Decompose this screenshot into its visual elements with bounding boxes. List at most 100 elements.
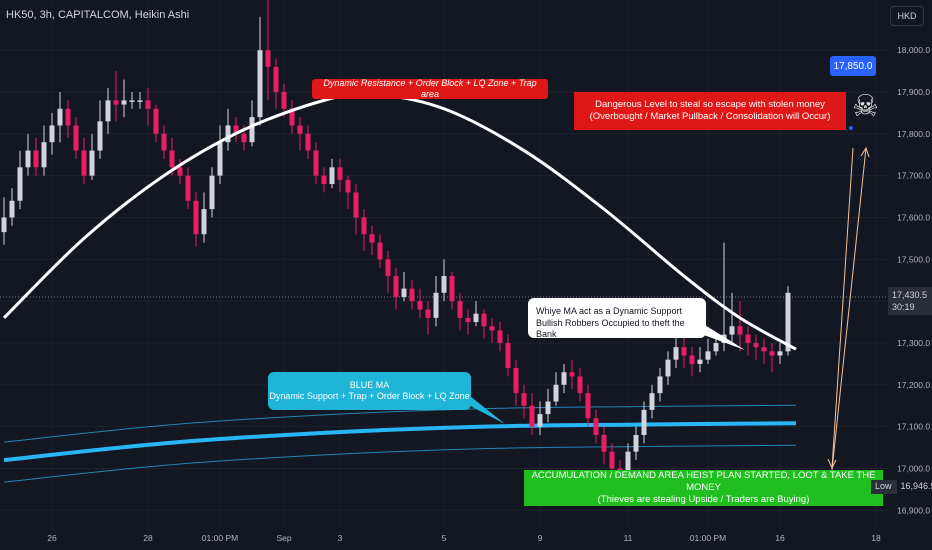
candle-body	[345, 179, 351, 193]
candle-body	[265, 50, 271, 67]
danger-text-1: Dangerous Level to steal so escape with …	[595, 99, 825, 111]
white-ma-callout: Whiye MA act as a Dynamic Support Bullis…	[528, 298, 706, 340]
candle-body	[649, 393, 655, 410]
skull-crossbones-icon: ☠	[852, 90, 879, 123]
candle-body	[697, 359, 703, 364]
candle-body	[233, 125, 239, 134]
current-price-value: 17,430.5	[892, 290, 928, 300]
candle-body	[329, 167, 335, 185]
blue-ma-upper-band	[3, 404, 797, 443]
y-tick-label: 17,800.0	[897, 129, 930, 139]
y-tick-label: 17,900.0	[897, 87, 930, 97]
candle-body	[601, 434, 607, 452]
candle-body	[489, 326, 495, 331]
accumulation-text-2: (Thieves are stealing Upside / Traders a…	[597, 493, 810, 505]
accumulation-callout: ACCUMULATION / DEMAND AREA HEIST PLAN ST…	[524, 470, 883, 506]
accumulation-text-1: ACCUMULATION / DEMAND AREA HEIST PLAN ST…	[531, 470, 876, 494]
x-tick-label: 26	[47, 533, 57, 543]
candle-body	[17, 167, 23, 201]
candle-body	[297, 125, 303, 134]
down-arrow-head	[827, 458, 837, 470]
up-arrow-head	[860, 146, 870, 158]
candle-body	[553, 384, 559, 402]
candle-body	[753, 342, 759, 348]
candle-body	[513, 368, 519, 394]
candle-body	[361, 217, 367, 235]
white-ma-text-2: Bullish Robbers Occupied to theft the Ba…	[536, 317, 685, 340]
candle-body	[785, 292, 791, 352]
x-tick-label: 01:00 PM	[202, 533, 238, 543]
y-tick-label: 17,500.0	[897, 254, 930, 264]
candle-body	[249, 117, 255, 143]
time-axis: 26 28 01:00 PM Sep 3 5 9 11 01:00 PM 16 18	[47, 533, 881, 543]
candle-body	[161, 133, 167, 151]
candle-body	[217, 142, 223, 176]
y-tick-label: 17,100.0	[897, 422, 930, 432]
candle-body	[321, 175, 327, 185]
candle-body	[657, 376, 663, 394]
candle-body	[289, 108, 295, 126]
y-tick-label: 17,700.0	[897, 171, 930, 181]
candle-body	[353, 192, 359, 218]
candle-body	[41, 142, 47, 168]
up-arrow	[831, 147, 867, 471]
candle-body	[225, 125, 231, 143]
candle-body	[633, 434, 639, 452]
candle-body	[569, 372, 575, 377]
candle-body	[153, 108, 159, 134]
candle-body	[497, 330, 503, 343]
time-axis-panel[interactable]	[0, 527, 888, 550]
candle-body	[377, 242, 383, 260]
y-tick-label: 17,200.0	[897, 380, 930, 390]
candle-body	[121, 100, 127, 105]
candle-body	[33, 150, 39, 168]
candle-body	[257, 50, 263, 118]
x-tick-label: Sep	[276, 533, 291, 543]
candle-body	[425, 309, 431, 318]
x-tick-label: 5	[442, 533, 447, 543]
blue-ma	[3, 404, 797, 483]
target-dot	[849, 126, 853, 130]
candles	[1, 0, 791, 490]
candle-body	[193, 200, 199, 235]
candle-body	[273, 66, 279, 93]
candle-body	[105, 100, 111, 122]
candle-body	[625, 451, 631, 473]
candle-body	[777, 351, 783, 356]
candle-body	[129, 100, 135, 102]
candle-body	[73, 125, 79, 151]
candle-body	[449, 276, 455, 302]
candle-body	[737, 326, 743, 335]
blue-ma-text-1: BLUE MA	[349, 379, 390, 390]
candle-body	[473, 313, 479, 323]
currency-button[interactable]: HKD	[890, 6, 924, 26]
y-tick-label: 17,600.0	[897, 212, 930, 222]
blue-ma-text-2: Dynamic Support + Trap + Order Block + L…	[269, 391, 470, 401]
symbol-title[interactable]: HK50, 3h, CAPITALCOM, Heikin Ashi	[6, 9, 190, 21]
candle-body	[433, 292, 439, 318]
candle-body	[313, 150, 319, 176]
candle-body	[57, 108, 63, 126]
candle-body	[673, 347, 679, 360]
resistance-text: Dynamic Resistance + Order Block + LQ Zo…	[323, 77, 537, 99]
candle-body	[609, 451, 615, 469]
candle-body	[393, 276, 399, 297]
candle-body	[713, 342, 719, 352]
candle-body	[681, 347, 687, 356]
candle-body	[689, 355, 695, 364]
price-axis-panel[interactable]	[888, 0, 932, 550]
low-label: Low	[871, 480, 896, 494]
low-value: 16,946.9	[895, 480, 932, 494]
x-tick-label: 16	[775, 533, 785, 543]
x-tick-label: 18	[871, 533, 881, 543]
candle-body	[441, 276, 447, 293]
candle-body	[97, 121, 103, 151]
target-price-label: 17,850.0	[830, 56, 876, 76]
candle-body	[585, 393, 591, 419]
candle-body	[25, 150, 31, 168]
candle-body	[145, 100, 151, 109]
candle-body	[89, 150, 95, 176]
current-price-tag: 17,430.5 30:19	[888, 287, 932, 315]
candle-body	[457, 301, 463, 318]
